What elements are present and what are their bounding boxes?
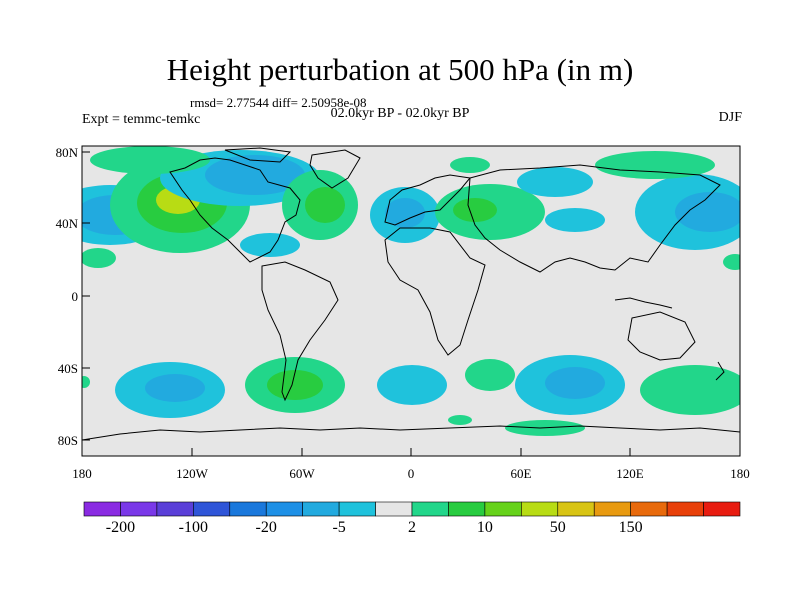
colorbar-swatch	[302, 501, 340, 517]
anomaly-negative	[545, 208, 605, 232]
lon-label: 180	[72, 466, 92, 481]
anomaly-positive	[82, 248, 116, 268]
colorbar	[83, 501, 741, 517]
anomaly-negative	[517, 167, 593, 197]
colorbar-swatch	[156, 501, 194, 517]
colorbar-swatch	[521, 501, 559, 517]
colorbar-swatch	[557, 501, 595, 517]
anomaly-positive	[450, 157, 490, 173]
colorbar-swatch	[484, 501, 522, 517]
lat-label: 0	[71, 289, 79, 304]
colorbar-label: 10	[476, 519, 493, 536]
season-label: DJF	[718, 110, 742, 125]
lon-label: 60E	[510, 466, 532, 481]
lon-label: 120W	[176, 466, 208, 481]
colorbar-label: -5	[332, 519, 346, 536]
anomaly-negative	[145, 374, 205, 402]
lat-label: 80S	[57, 433, 78, 448]
coastline-arctic-islands	[224, 147, 292, 163]
anomaly-fields	[82, 146, 740, 436]
colorbar-swatch	[630, 501, 668, 517]
coastline-greenland	[309, 149, 361, 189]
coastline-indonesia	[614, 297, 673, 309]
coastline-africa	[384, 227, 486, 356]
anomaly-positive	[90, 146, 210, 174]
anomaly-positive	[595, 151, 715, 179]
anomaly-positive	[305, 187, 345, 223]
anomaly-positive	[465, 359, 515, 391]
anomaly-negative	[377, 365, 447, 405]
colorbar-label: 150	[618, 519, 643, 536]
experiment-label: Expt = temmc-temkc	[82, 112, 201, 127]
colorbar-swatch	[375, 501, 413, 517]
colorbar-swatch	[448, 501, 486, 517]
colorbar-swatch	[120, 501, 158, 517]
anomaly-positive	[82, 376, 90, 388]
lon-label: 180	[730, 466, 750, 481]
axis-ticks	[81, 151, 741, 456]
period-label: 02.0kyr BP - 02.0kyr BP	[330, 106, 470, 121]
lat-label: 40S	[57, 361, 78, 376]
colorbar-swatch	[411, 501, 449, 517]
anomaly-negative	[545, 367, 605, 399]
coastline-antarctica	[82, 425, 740, 441]
anomaly-positive	[453, 198, 497, 222]
coastline-new-zealand	[715, 361, 725, 381]
colorbar-label: 50	[549, 519, 566, 536]
colorbar-label: -100	[178, 519, 208, 536]
coastline-asia	[467, 164, 721, 273]
coastline-south-america	[261, 261, 339, 402]
stats-label: rmsd= 2.77544 diff= 2.50958e-08	[190, 95, 367, 110]
coastline-north-america	[169, 157, 301, 263]
anomaly-negative	[385, 198, 425, 228]
colorbar-swatch	[338, 501, 376, 517]
anomaly-positive	[448, 415, 472, 425]
anomaly-negative	[675, 192, 740, 232]
colorbar-swatch	[593, 501, 631, 517]
lat-label: 40N	[55, 216, 78, 231]
colorbar-swatch	[265, 501, 303, 517]
lon-label: 120E	[616, 466, 644, 481]
colorbar-swatch	[229, 501, 267, 517]
colorbar-label: -20	[255, 519, 277, 536]
colorbar-swatch	[703, 501, 741, 517]
anomaly-negative	[240, 233, 300, 257]
colorbar-label: 2	[408, 519, 416, 536]
lon-label: 60W	[289, 466, 315, 481]
lat-label: 80N	[55, 145, 78, 160]
coastlines	[82, 147, 740, 441]
coastline-europe	[384, 174, 471, 226]
anomaly-positive	[723, 254, 740, 270]
coastline-australia	[627, 311, 696, 361]
colorbar-swatch	[666, 501, 704, 517]
anomaly-positive	[640, 365, 740, 415]
anomaly-positive	[267, 370, 323, 400]
lon-label: 0	[407, 466, 415, 481]
colorbar-label: -200	[105, 519, 136, 536]
colorbar-swatch	[193, 501, 231, 517]
map-title: Height perturbation at 500 hPa (in m)	[166, 52, 634, 87]
colorbar-swatch	[83, 501, 121, 517]
